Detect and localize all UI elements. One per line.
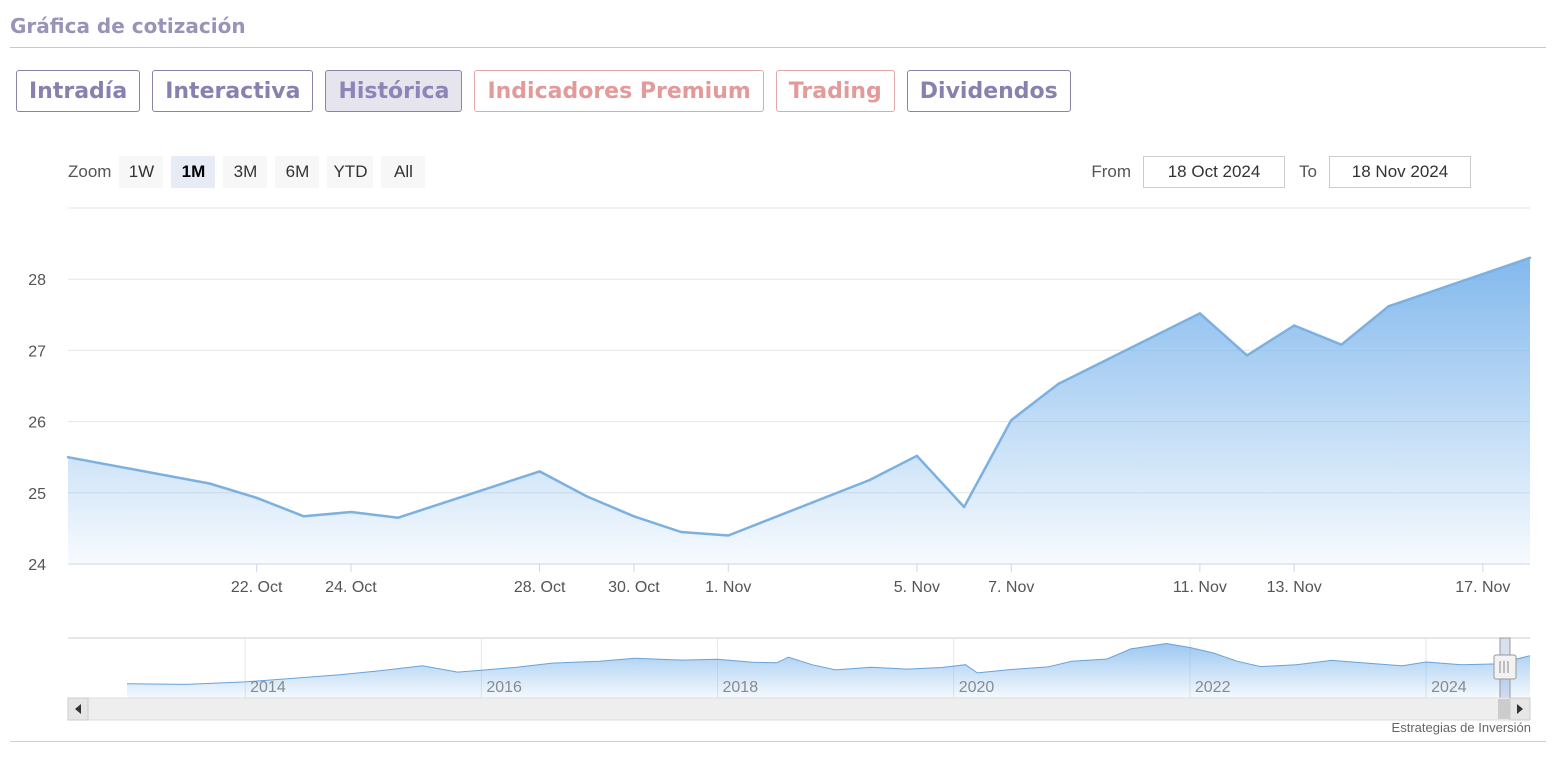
- data-point: [1528, 256, 1532, 260]
- data-point: [915, 454, 919, 457]
- bottom-divider: [10, 741, 1546, 742]
- x-tick-label: 28. Oct: [514, 579, 566, 596]
- from-date-input[interactable]: 18 Oct 2024: [1143, 156, 1286, 188]
- data-point: [1340, 343, 1343, 346]
- tab-indicadores-premium[interactable]: Indicadores Premium: [474, 70, 764, 112]
- navigator[interactable]: 2014 2016 2018 2020 2022 2024: [67, 637, 1531, 721]
- data-point: [1010, 418, 1013, 422]
- tab-historica[interactable]: Histórica: [325, 70, 463, 112]
- x-tick-label: 24. Oct: [325, 579, 377, 596]
- data-point: [585, 495, 588, 498]
- y-tick-label: 27: [28, 343, 46, 360]
- data-point: [962, 505, 966, 509]
- data-point: [1198, 312, 1202, 315]
- tab-interactiva[interactable]: Interactiva: [152, 70, 314, 112]
- series-line: [67, 256, 1531, 537]
- navigator-year-label: 2024: [1431, 679, 1467, 696]
- x-tick-label: 7. Nov: [988, 579, 1034, 596]
- page-title: Gráfica de cotización: [10, 14, 246, 38]
- zoom-6m-button[interactable]: 6M: [275, 156, 320, 188]
- chart-tabs: Intradía Interactiva Histórica Indicador…: [16, 70, 1071, 112]
- date-range: From 18 Oct 2024 To 18 Nov 2024: [1077, 156, 1471, 188]
- data-point: [679, 530, 683, 534]
- navigator-year-label: 2014: [250, 679, 286, 696]
- data-point: [255, 496, 258, 499]
- y-tick-label: 25: [28, 486, 46, 503]
- navigator-year-label: 2018: [723, 679, 759, 696]
- data-point: [1057, 382, 1060, 386]
- zoom-1w-button[interactable]: 1W: [119, 156, 164, 188]
- y-tick-label: 26: [28, 415, 46, 432]
- scrollbar-thumb[interactable]: [1498, 699, 1510, 719]
- tab-dividendos[interactable]: Dividendos: [906, 70, 1071, 112]
- arrow-left-icon: [75, 704, 81, 714]
- data-point: [66, 456, 70, 459]
- arrow-right-icon: [1517, 704, 1523, 714]
- data-point: [396, 516, 400, 519]
- navigator-area: [127, 643, 1530, 698]
- x-tick-label: 17. Nov: [1455, 579, 1510, 596]
- x-tick-label: 5. Nov: [894, 579, 940, 596]
- zoom-all-button[interactable]: All: [381, 156, 426, 188]
- series-area: [68, 257, 1530, 564]
- scrollbar-track[interactable]: [67, 697, 1531, 721]
- navigator-line: [126, 642, 1531, 685]
- zoom-selector: Zoom 1W 1M 3M 6M YTD All: [68, 156, 433, 188]
- y-tick-label: 24: [28, 557, 46, 574]
- main-plot: 24 25 26 27 28 22. Oct 24. Oct 28. Oct 30. Oct 1.…: [28, 207, 1532, 596]
- credits: Estrategias de Inversión: [1391, 720, 1531, 735]
- navigator-year-label: 2020: [959, 679, 995, 696]
- from-label: From: [1091, 162, 1132, 181]
- tab-intradia[interactable]: Intradía: [16, 70, 141, 112]
- x-tick-label: 11. Nov: [1173, 579, 1227, 596]
- data-point: [868, 478, 871, 482]
- x-tick-label: 13. Nov: [1267, 579, 1322, 596]
- data-point: [1245, 354, 1249, 357]
- data-point: [727, 534, 730, 537]
- to-date-input[interactable]: 18 Nov 2024: [1329, 156, 1471, 188]
- data-point: [302, 515, 306, 518]
- data-point: [1292, 324, 1296, 327]
- zoom-1m-button[interactable]: 1M: [171, 156, 216, 188]
- navigator-handle[interactable]: [1493, 654, 1517, 680]
- data-point: [208, 482, 211, 485]
- zoom-3m-button[interactable]: 3M: [223, 156, 268, 188]
- data-point: [632, 515, 636, 518]
- to-label: To: [1299, 162, 1317, 181]
- x-tick-label: 1. Nov: [705, 579, 751, 596]
- x-tick-label: 30. Oct: [608, 579, 660, 596]
- navigator-year-label: 2022: [1195, 679, 1231, 696]
- data-point: [1387, 305, 1390, 308]
- tab-trading[interactable]: Trading: [775, 70, 895, 112]
- data-point: [538, 470, 541, 473]
- x-tick-label: 22. Oct: [231, 579, 283, 596]
- title-divider: [10, 47, 1546, 48]
- navigator-year-label: 2016: [486, 679, 522, 696]
- data-point: [349, 510, 353, 514]
- zoom-label: Zoom: [68, 162, 112, 181]
- zoom-ytd-button[interactable]: YTD: [327, 156, 374, 188]
- y-tick-label: 28: [28, 272, 46, 289]
